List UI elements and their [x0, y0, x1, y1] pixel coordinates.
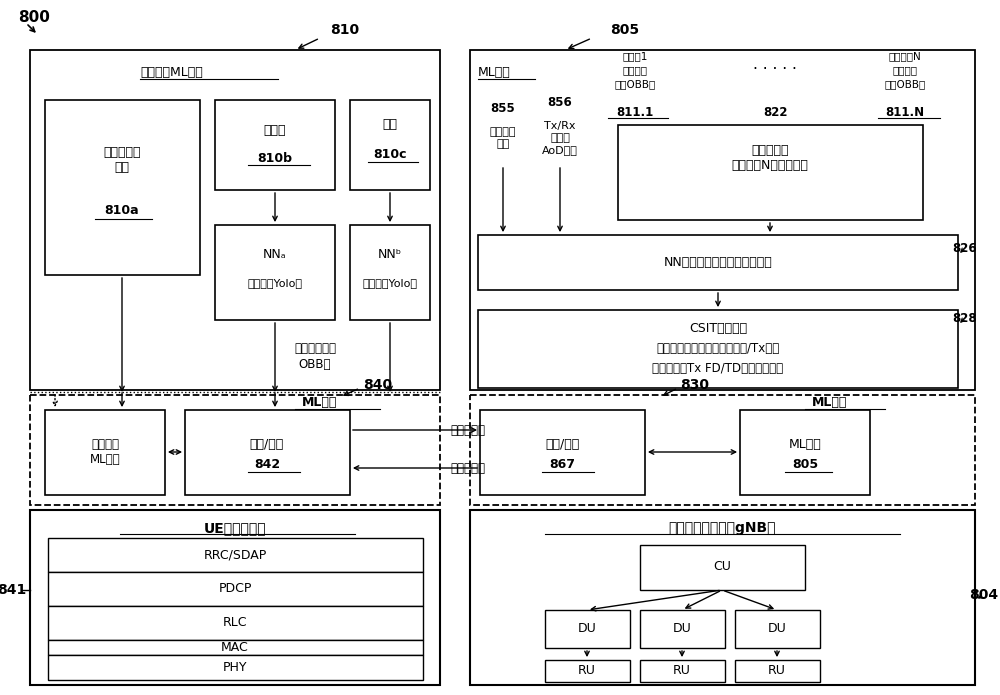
- Text: 842: 842: [254, 459, 280, 471]
- Bar: [480, 410, 645, 495]
- Text: 804: 804: [969, 588, 999, 602]
- Bar: [350, 100, 430, 190]
- Text: 811.N: 811.N: [885, 106, 925, 119]
- Text: PHY: PHY: [223, 661, 247, 674]
- Bar: [470, 510, 975, 685]
- Text: 840: 840: [363, 378, 393, 392]
- Text: DU: DU: [673, 623, 691, 635]
- Text: RLC: RLC: [223, 616, 247, 630]
- Text: 特征（例: 特征（例: [622, 65, 648, 75]
- Bar: [215, 225, 335, 320]
- Text: 826: 826: [953, 241, 977, 254]
- Bar: [185, 410, 350, 495]
- Bar: [735, 660, 820, 682]
- Bar: [45, 410, 165, 495]
- Text: 传感器和ML功能: 传感器和ML功能: [140, 67, 203, 79]
- Text: 交通工1: 交通工1: [622, 51, 648, 61]
- Bar: [48, 538, 423, 572]
- Text: 控制/管理: 控制/管理: [250, 439, 284, 452]
- Bar: [478, 310, 958, 388]
- Text: NNᵇ: NNᵇ: [378, 249, 402, 261]
- Bar: [640, 545, 805, 590]
- Text: Tx/Rx
位置、
AoD等。: Tx/Rx 位置、 AoD等。: [542, 122, 578, 154]
- Bar: [545, 610, 630, 648]
- Bar: [48, 640, 423, 655]
- Text: 810c: 810c: [373, 149, 407, 161]
- Text: ML服务: ML服务: [812, 397, 848, 409]
- Text: 830: 830: [680, 378, 710, 392]
- Text: PDCP: PDCP: [218, 582, 252, 596]
- Text: RU: RU: [578, 664, 596, 678]
- Text: NN（例如，波束阻挡预测器）: NN（例如，波束阻挡预测器）: [664, 256, 772, 270]
- Text: 805: 805: [610, 23, 640, 37]
- Text: RRC/SDAP: RRC/SDAP: [203, 548, 267, 562]
- Text: ML引擎: ML引擎: [478, 67, 511, 79]
- Text: 828: 828: [953, 311, 977, 325]
- Text: CU: CU: [713, 560, 731, 573]
- Bar: [30, 510, 440, 685]
- Text: ML引擎: ML引擎: [789, 439, 821, 452]
- Text: RU: RU: [768, 664, 786, 678]
- Bar: [735, 610, 820, 648]
- Text: ML服务: ML服务: [302, 397, 338, 409]
- Text: 811.1: 811.1: [616, 106, 654, 119]
- Bar: [618, 125, 923, 220]
- Bar: [215, 100, 335, 190]
- Bar: [48, 655, 423, 680]
- Text: 相机: 相机: [382, 119, 398, 131]
- Text: 自适应感测: 自适应感测: [450, 423, 486, 436]
- Text: （例如，波束阻挡、潜在波束/Tx空间: （例如，波束阻挡、潜在波束/Tx空间: [656, 341, 780, 354]
- Text: 传感器和
ML功能: 传感器和 ML功能: [90, 438, 120, 466]
- Bar: [350, 225, 430, 320]
- Bar: [30, 395, 440, 505]
- Text: 810b: 810b: [258, 152, 292, 165]
- Bar: [470, 50, 975, 390]
- Text: 810a: 810a: [105, 204, 139, 217]
- Text: 800: 800: [18, 10, 50, 24]
- Bar: [470, 395, 975, 505]
- Text: MAC: MAC: [221, 641, 249, 654]
- Text: 822: 822: [763, 106, 787, 119]
- Text: 867: 867: [549, 459, 575, 471]
- Bar: [640, 610, 725, 648]
- Bar: [30, 50, 440, 390]
- Text: 810: 810: [330, 23, 360, 37]
- Bar: [545, 660, 630, 682]
- Text: 841: 841: [0, 583, 27, 597]
- Text: （例如，Yolo）: （例如，Yolo）: [362, 278, 418, 288]
- Text: 855: 855: [491, 101, 515, 115]
- Text: 交通工具N: 交通工具N: [889, 51, 921, 61]
- Text: 如，OBB）: 如，OBB）: [884, 79, 926, 89]
- Text: 控制/管理: 控制/管理: [545, 439, 579, 452]
- Text: 预译码器、Tx FD/TD预译码器等）: 预译码器、Tx FD/TD预译码器等）: [652, 361, 784, 375]
- Text: DU: DU: [768, 623, 786, 635]
- Text: 传感器覆盖
信息: 传感器覆盖 信息: [103, 146, 141, 174]
- Text: CSIT特征预测: CSIT特征预测: [689, 322, 747, 334]
- Text: 856: 856: [548, 97, 572, 110]
- Bar: [45, 100, 200, 275]
- Text: 如，OBB）: 如，OBB）: [614, 79, 656, 89]
- Text: 无线电接入网络（gNB）: 无线电接入网络（gNB）: [668, 521, 776, 535]
- Bar: [48, 606, 423, 640]
- Text: 特征（例如，: 特征（例如，: [294, 341, 336, 354]
- Text: （例如，Yolo）: （例如，Yolo）: [248, 278, 302, 288]
- Text: UE调制解调器: UE调制解调器: [204, 521, 266, 535]
- Text: 感测覆盖
聚合: 感测覆盖 聚合: [490, 127, 516, 149]
- Text: 自适应配置: 自适应配置: [450, 461, 486, 475]
- Text: 特征（例: 特征（例: [893, 65, 918, 75]
- Text: RU: RU: [673, 664, 691, 678]
- Bar: [740, 410, 870, 495]
- Text: 雷达云: 雷达云: [264, 124, 286, 136]
- Bar: [640, 660, 725, 682]
- Text: 特征聚合器
（例如，N信道输入）: 特征聚合器 （例如，N信道输入）: [732, 144, 808, 172]
- Text: · · · · ·: · · · · ·: [753, 63, 797, 78]
- Text: 805: 805: [792, 459, 818, 471]
- Text: NNₐ: NNₐ: [263, 249, 287, 261]
- Text: DU: DU: [578, 623, 596, 635]
- Text: OBB）: OBB）: [299, 359, 331, 372]
- Bar: [478, 235, 958, 290]
- Bar: [48, 572, 423, 606]
